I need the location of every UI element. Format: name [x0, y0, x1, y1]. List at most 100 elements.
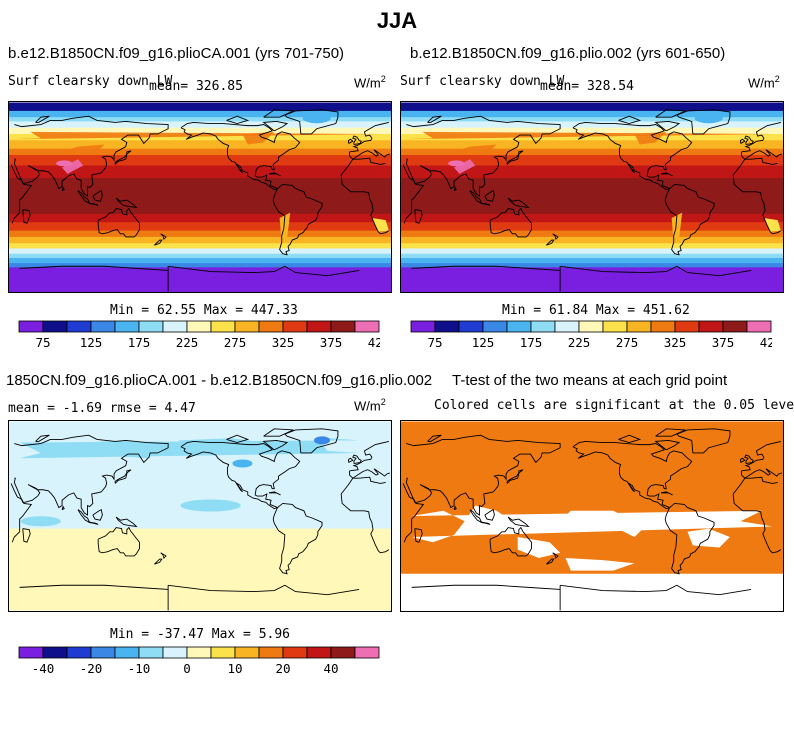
- panel-3-map: [8, 420, 392, 612]
- significance-cells: [401, 421, 783, 574]
- colorbar-swatch: [114, 646, 140, 659]
- colorbar-label: 175: [128, 335, 151, 350]
- colorbar-swatch: [602, 320, 628, 333]
- colorbar-swatch: [282, 646, 308, 659]
- panel-3-colorbar: -40 -20 -10 0 10 20 40: [18, 646, 380, 676]
- colorbar-label: 425: [760, 335, 772, 350]
- panel-4-title: T-test of the two means at each grid poi…: [452, 372, 728, 389]
- colorbar-swatch: [354, 646, 380, 659]
- field-bands: [401, 102, 783, 292]
- colorbar-swatch: [698, 320, 724, 333]
- colorbar-label: 225: [176, 335, 199, 350]
- colorbar-swatch: [410, 320, 436, 333]
- panel-2-title: b.e12.B1850CN.f09_g16.plio.002 (yrs 601-…: [410, 45, 726, 62]
- field-bands: [9, 102, 391, 292]
- colorbar-label: 325: [664, 335, 687, 350]
- colorbar-swatch: [66, 646, 92, 659]
- panel-3-minmax: Min = -37.47 Max = 5.96: [110, 627, 291, 642]
- colorbar-label: 75: [35, 335, 50, 350]
- coastlines: [10, 428, 391, 611]
- panel-1-minmax: Min = 62.55 Max = 447.33: [110, 303, 298, 318]
- colorbar-swatch: [66, 320, 92, 333]
- colorbar-swatch: [162, 646, 188, 659]
- panel-2-mean: mean= 328.54: [540, 79, 634, 94]
- colorbar-swatch: [434, 320, 460, 333]
- colorbar-label: -40: [32, 661, 55, 676]
- panel-4-map: [400, 420, 784, 612]
- colorbar-label: 40: [323, 661, 338, 676]
- colorbar-label: 375: [712, 335, 735, 350]
- colorbar-swatch: [530, 320, 556, 333]
- panel-1-colorbar: 75 125 175 225 275 325 375 425: [18, 320, 380, 350]
- colorbar-label: 325: [272, 335, 295, 350]
- colorbar-swatch: [18, 646, 44, 659]
- panel-1-mean: mean= 326.85: [149, 79, 243, 94]
- coastlines: [10, 109, 391, 292]
- colorbar-swatch: [458, 320, 484, 333]
- colorbar-swatch: [482, 320, 508, 333]
- colorbar-swatch: [90, 646, 116, 659]
- panel-3-subtitle: mean = -1.69 rmse = 4.47: [8, 401, 196, 416]
- colorbar-label: -10: [128, 661, 151, 676]
- colorbar-swatch: [282, 320, 308, 333]
- field-bands: [9, 421, 391, 611]
- colorbar-swatch: [186, 646, 212, 659]
- colorbar-swatch: [650, 320, 676, 333]
- colorbar-swatch: [234, 320, 260, 333]
- colorbar-label: 125: [80, 335, 103, 350]
- colorbar-swatch: [578, 320, 604, 333]
- panel-4-subtitle: Colored cells are significant at the 0.0…: [434, 398, 794, 413]
- panel-2-minmax: Min = 61.84 Max = 451.62: [502, 303, 690, 318]
- colorbar-swatch: [18, 320, 44, 333]
- colorbar-label: 0: [183, 661, 191, 676]
- panel-2-units: W/m2: [748, 74, 780, 91]
- panel-2-colorbar: 75 125 175 225 275 325 375 425: [410, 320, 772, 350]
- colorbar-label: 10: [227, 661, 242, 676]
- panel-1-map: [8, 101, 392, 293]
- panel-2-map: [400, 101, 784, 293]
- colorbar-swatch: [186, 320, 212, 333]
- colorbar-swatch: [138, 646, 164, 659]
- panel-3-title: 1850CN.f09_g16.plioCA.001 - b.e12.B1850C…: [6, 372, 433, 389]
- colorbar-swatch: [210, 646, 236, 659]
- colorbar-swatch: [114, 320, 140, 333]
- colorbar-label: 275: [224, 335, 247, 350]
- colorbar-swatch: [90, 320, 116, 333]
- colorbar-label: 275: [616, 335, 639, 350]
- colorbar-swatch: [234, 646, 260, 659]
- colorbar-swatch: [42, 646, 68, 659]
- colorbar-swatch: [330, 646, 356, 659]
- colorbar-swatch: [354, 320, 380, 333]
- colorbar-swatch: [506, 320, 532, 333]
- colorbar-swatch: [138, 320, 164, 333]
- colorbar-label: 125: [472, 335, 495, 350]
- colorbar-swatch: [210, 320, 236, 333]
- colorbar-swatch: [162, 320, 188, 333]
- colorbar-label: 425: [368, 335, 380, 350]
- panel-2-subtitle: Surf clearsky down LW: [400, 74, 565, 89]
- colorbar-swatch: [258, 320, 284, 333]
- colorbar-label: 75: [427, 335, 442, 350]
- colorbar-label: 175: [520, 335, 543, 350]
- colorbar-label: 375: [320, 335, 343, 350]
- colorbar-swatch: [42, 320, 68, 333]
- coastlines: [402, 109, 783, 292]
- colorbar-swatch: [722, 320, 748, 333]
- figure-title: JJA: [376, 8, 418, 33]
- colorbar-swatch: [554, 320, 580, 333]
- colorbar-swatch: [746, 320, 772, 333]
- panel-1-title: b.e12.B1850CN.f09_g16.plioCA.001 (yrs 70…: [8, 45, 345, 62]
- panel-3-units: W/m2: [354, 397, 386, 414]
- colorbar-swatch: [306, 320, 332, 333]
- panel-1-subtitle: Surf clearsky down LW: [8, 74, 173, 89]
- colorbar-swatch: [330, 320, 356, 333]
- coastlines: [402, 428, 783, 611]
- colorbar-swatch: [258, 646, 284, 659]
- colorbar-label: -20: [80, 661, 103, 676]
- colorbar-swatch: [626, 320, 652, 333]
- colorbar-label: 20: [275, 661, 290, 676]
- colorbar-label: 225: [568, 335, 591, 350]
- colorbar-swatch: [674, 320, 700, 333]
- colorbar-swatch: [306, 646, 332, 659]
- panel-1-units: W/m2: [354, 74, 386, 91]
